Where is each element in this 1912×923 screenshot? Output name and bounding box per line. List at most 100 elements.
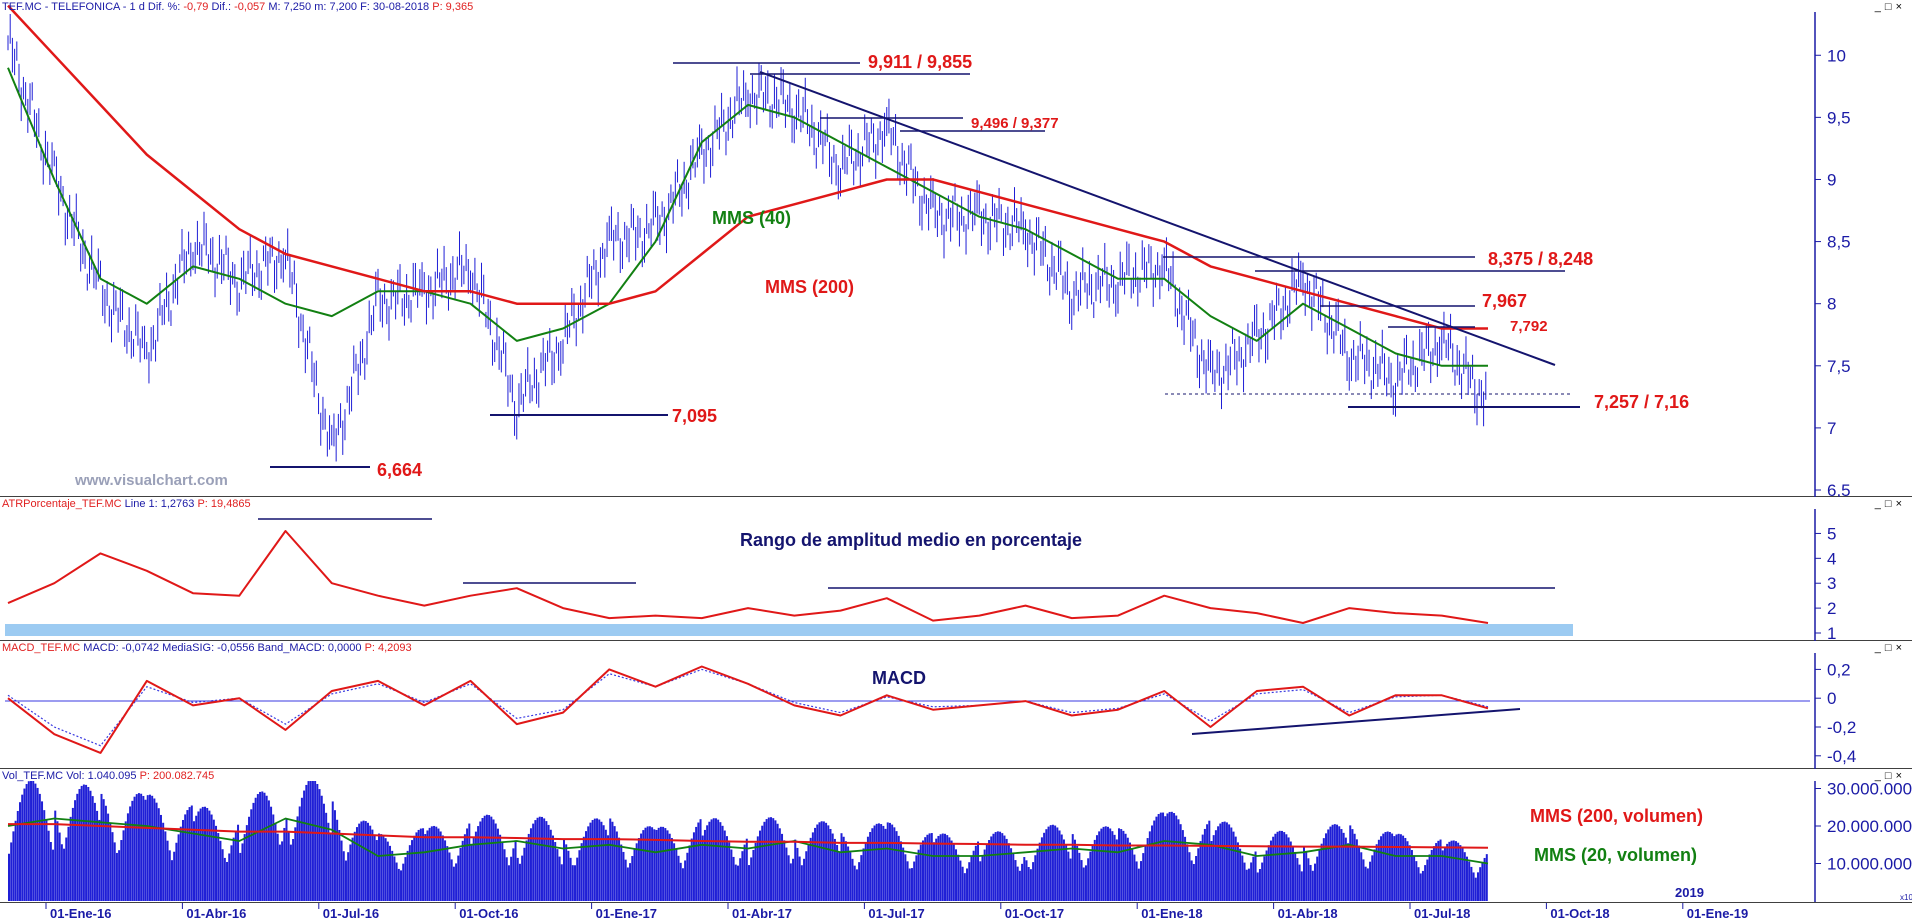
volume-bar [549, 829, 552, 901]
macd-maximize-button[interactable]: □ [1884, 642, 1896, 654]
volume-bar [503, 849, 506, 901]
volume-bar [1351, 829, 1354, 901]
atr-close-button[interactable]: × [1895, 498, 1906, 510]
y-tick-label: 1 [1827, 624, 1836, 641]
volume-bar [1131, 848, 1134, 901]
volume-bar [527, 833, 530, 901]
series-line-macd [7, 665, 1489, 754]
volume-bar [1223, 821, 1226, 901]
volume-bar [329, 833, 332, 901]
vol-name: Vol_TEF.MC [2, 770, 64, 782]
volume-pane[interactable]: Vol_TEF.MC Vol: 1.040.095 P: 200.082.745… [0, 769, 1912, 902]
volume-bar [1474, 877, 1477, 901]
volume-bar [1417, 867, 1420, 901]
volume-bar [267, 800, 270, 901]
volume-bar [516, 857, 519, 901]
volume-bar [675, 849, 678, 901]
volume-bar [342, 851, 345, 901]
volume-bar [979, 861, 982, 901]
volume-bar [992, 833, 995, 901]
volume-bar [1322, 838, 1325, 901]
volume-bar [1164, 816, 1167, 901]
vol-minimize-button[interactable]: _ [1874, 770, 1885, 782]
volume-bar [404, 857, 407, 901]
volume-bar [391, 850, 394, 901]
volume-bar [1426, 859, 1429, 901]
volume-bar [41, 801, 44, 901]
volume-bar [272, 814, 275, 901]
volume-bar [1384, 832, 1387, 901]
volume-bar [1234, 836, 1237, 901]
price-pane[interactable]: TEF.MC - TELEFONICA - 1 d Dif. %: -0,79 … [0, 0, 1912, 497]
atr-minimize-button[interactable]: _ [1874, 498, 1885, 510]
volume-bar [1355, 839, 1358, 901]
macd-y-axis: 0,2 0 -0,2 -0,4 [1814, 653, 1856, 769]
volume-bar [926, 834, 929, 901]
volume-bar [792, 858, 795, 901]
volume-bar [210, 814, 213, 901]
volume-bar [45, 820, 48, 901]
volume-bar [1461, 848, 1464, 901]
atr-pane[interactable]: ATRPorcentaje_TEF.MC Line 1: 1,2763 P: 1… [0, 497, 1912, 641]
volume-bar [230, 845, 233, 901]
vol-maximize-button[interactable]: □ [1884, 770, 1896, 782]
volume-bar [514, 840, 517, 901]
macd-window-controls: _□× [1875, 642, 1906, 654]
volume-bar [1274, 833, 1277, 901]
macd-pane[interactable]: MACD_TEF.MC MACD: -0,0742 MediaSIG: -0,0… [0, 641, 1912, 769]
y-tick-label: -0,2 [1827, 718, 1856, 737]
volume-bar [63, 848, 66, 901]
trend-lines [270, 62, 1580, 468]
volume-bar [974, 845, 977, 901]
volume-bar [633, 849, 636, 901]
volume-bar [107, 813, 110, 901]
volume-bar [1054, 825, 1057, 901]
volume-bar [554, 842, 557, 901]
volume-bar [983, 849, 986, 901]
volume-bar [686, 852, 689, 901]
volume-bar [243, 834, 246, 901]
volume-bar [1373, 849, 1376, 901]
volume-bar [534, 820, 537, 901]
volume-bar [1311, 870, 1314, 901]
volume-bar [574, 865, 577, 901]
volume-bar [1157, 813, 1160, 901]
volume-bar [1001, 833, 1004, 901]
volume-bar [1023, 857, 1026, 901]
volume-bar [600, 821, 603, 901]
volume-bar [1137, 868, 1140, 901]
volume-bar [71, 807, 74, 901]
volume-bar [437, 828, 440, 901]
volume-bar [825, 822, 828, 901]
volume-bar [1435, 843, 1438, 901]
volume-bar [551, 835, 554, 901]
minimize-button[interactable]: _ [1874, 1, 1885, 13]
volume-bar [1269, 840, 1272, 901]
volume-bar [1446, 843, 1449, 901]
period-label: 1 d [129, 1, 148, 13]
volume-bar [955, 849, 958, 901]
series-line-mms-40- [7, 67, 1488, 367]
volume-bar [87, 786, 90, 901]
atr-maximize-button[interactable]: □ [1884, 498, 1896, 510]
volume-bar [113, 842, 116, 901]
volume-bar [1364, 866, 1367, 901]
maximize-button[interactable]: □ [1884, 1, 1896, 13]
volume-bar [844, 841, 847, 901]
volume-bar [98, 819, 101, 901]
volume-bar [333, 810, 336, 901]
volume-bar [481, 818, 484, 901]
close-button[interactable]: × [1895, 1, 1906, 13]
macd-close-button[interactable]: × [1895, 642, 1906, 654]
macd-minimize-button[interactable]: _ [1874, 642, 1885, 654]
volume-bar [560, 864, 563, 901]
volume-bar [49, 841, 52, 901]
vol-close-button[interactable]: × [1895, 770, 1906, 782]
volume-bar [849, 852, 852, 901]
annotation-7257: 7,257 / 7,16 [1594, 392, 1689, 412]
volume-bar [622, 851, 625, 901]
volume-bar [891, 824, 894, 901]
volume-bar [261, 791, 264, 901]
atr-p-value: P: 19,4865 [197, 498, 251, 510]
volume-bar [1078, 852, 1081, 901]
